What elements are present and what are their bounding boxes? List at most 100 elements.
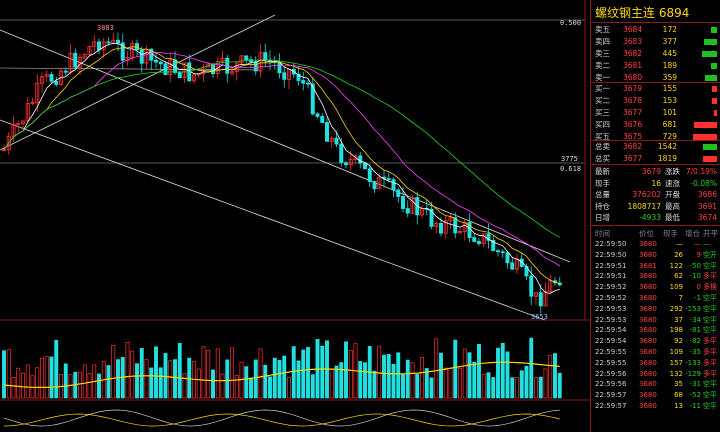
volume-bar (339, 362, 344, 399)
tick-row[interactable]: 22:59:57 3680 68 -52 空平 (591, 390, 720, 401)
tick-oi-change: -81 (689, 326, 701, 335)
volume-bar (458, 368, 462, 399)
divider (591, 164, 720, 165)
candle-body (353, 155, 358, 160)
volume-bar (693, 134, 717, 140)
order-level[interactable]: 卖二 3681 189 (591, 60, 720, 72)
order-level[interactable]: 买三 3677 101 (591, 107, 720, 119)
tick-row[interactable]: 22:59:55 3680 157 -133 多平 (591, 358, 720, 369)
tick-price: 3680 (639, 391, 657, 400)
stat-key: 持仓 (595, 201, 610, 211)
volume-bar (230, 347, 234, 399)
volume-bar (296, 360, 301, 399)
stat-value: 3686 (697, 190, 717, 199)
tick-row[interactable]: 22:59:50 3680 26 9 空开 (591, 250, 720, 261)
volume-bar (334, 365, 339, 399)
tick-volume: 13 (674, 402, 683, 410)
tick-row[interactable]: 22:59:55 3680 109 -35 多平 (591, 347, 720, 358)
tick-row[interactable]: 22:59:54 3680 92 -82 多平 (591, 336, 720, 347)
tick-oi-change: -153 (685, 304, 701, 313)
tick-row[interactable]: 22:59:51 3680 62 -10 多平 (591, 271, 720, 282)
tick-oi-change: -133 (685, 358, 701, 367)
candle-body (6, 135, 11, 151)
candle-body (324, 122, 329, 142)
tick-time: 22:59:53 (595, 304, 627, 313)
tick-row[interactable]: 22:59:53 3680 292 -153 空平 (591, 304, 720, 315)
candle-body (372, 181, 377, 190)
tick-volume: 109 (669, 283, 683, 292)
kline-chart-svg[interactable] (0, 0, 590, 432)
tick-time: 22:59:53 (595, 315, 627, 324)
order-level[interactable]: 卖三 3682 445 (591, 48, 720, 60)
candle-body (481, 233, 486, 244)
volume-bar (139, 348, 144, 399)
volume-bar (453, 339, 458, 399)
candle-body (505, 252, 510, 264)
volume-bar (500, 342, 505, 399)
tick-row[interactable]: 22:59:53 3680 37 -34 空平 (591, 315, 720, 326)
order-level[interactable]: 买五 3675 729 (591, 131, 720, 143)
tick-row[interactable]: 22:59:52 3680 7 -1 空平 (591, 293, 720, 304)
order-level[interactable]: 卖五 3684 172 (591, 24, 720, 36)
tick-row[interactable]: 22:59:56 3680 35 -31 空平 (591, 379, 720, 390)
volume-bar (410, 362, 415, 399)
kline-chart-area[interactable]: 0.500 0.618 3775 3883 3653 (0, 0, 590, 432)
tick-row[interactable]: 22:59:54 3680 198 -81 空平 (591, 325, 720, 336)
tick-row[interactable]: 22:59:50 3680— — — (591, 239, 720, 250)
volume-bar (711, 27, 717, 33)
order-level[interactable]: 买二 3678 153 (591, 95, 720, 107)
volume-bar (16, 367, 21, 399)
volume-bar (187, 357, 192, 399)
level-price: 3676 (623, 120, 643, 129)
order-level[interactable]: 卖四 3683 377 (591, 36, 720, 48)
tick-open-close: 空平 (703, 402, 717, 410)
stat-value: 3691 (697, 201, 717, 211)
volume-bar (310, 374, 315, 399)
volume-bar (363, 362, 367, 399)
volume-bar (396, 352, 401, 399)
candle-body (258, 52, 263, 72)
candle-body (263, 52, 268, 61)
candle-body (44, 74, 49, 78)
volume-bar (358, 361, 363, 399)
contract-title: 螺纹钢主连 6894 (595, 6, 690, 20)
volume-bar (249, 377, 253, 399)
tick-row[interactable]: 22:59:57 3680 13 -11 空平 (591, 401, 720, 412)
channel-lower-line (0, 119, 546, 321)
volume-bar (424, 368, 429, 399)
level-label: 卖三 (595, 49, 610, 58)
order-level[interactable]: 买四 3676 681 (591, 119, 720, 131)
tick-oi-change: -52 (689, 391, 701, 400)
tick-time: 22:59:57 (595, 402, 627, 410)
candle-body (529, 275, 534, 297)
tick-time: 22:59:57 (595, 391, 627, 400)
tick-row[interactable]: 22:59:56 3680 132 -129 多平 (591, 369, 720, 380)
volume-bar (168, 360, 173, 399)
tick-volume: 109 (669, 348, 683, 356)
level-price: 3680 (623, 73, 643, 82)
tick-open-close: 多平 (703, 358, 717, 367)
candle-body (310, 83, 315, 115)
tick-time: 22:59:55 (595, 358, 627, 367)
order-level[interactable]: 卖一 3680 359 (591, 72, 720, 84)
tick-row[interactable]: 22:59:52 3680 109 0 多换 (591, 282, 720, 293)
volume-bar (713, 110, 717, 116)
level-label: 卖四 (595, 37, 610, 46)
tick-row[interactable]: 22:59:51 3681 122 -50 空平 (591, 261, 720, 272)
candle-body (476, 241, 481, 244)
candle-body (215, 60, 220, 75)
candle-body (296, 73, 301, 81)
tick-volume: 122 (669, 261, 683, 270)
volume-bar (163, 353, 168, 399)
tick-open-close: 空平 (703, 380, 717, 389)
volume-bar (372, 370, 377, 399)
stat-key: 日增 (595, 213, 610, 222)
candle-body (510, 262, 515, 270)
order-level[interactable]: 买一 3679 155 (591, 83, 720, 95)
volume-bar (211, 369, 215, 399)
tick-price: 3680 (639, 283, 657, 292)
tick-open-close: 多平 (703, 272, 717, 281)
ticks-header: 时间 价位 现手 增仓 开平 (591, 228, 720, 239)
volume-bar (182, 373, 187, 399)
level-label: 买三 (595, 108, 610, 117)
